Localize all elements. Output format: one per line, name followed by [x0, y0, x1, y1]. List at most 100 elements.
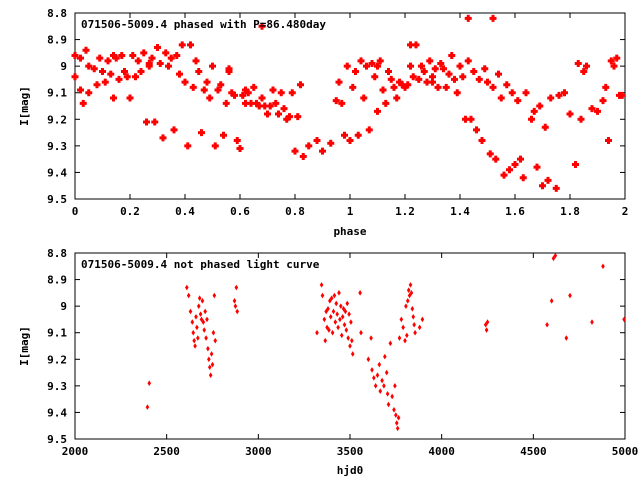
phased-data-point — [577, 115, 585, 123]
unphased-data-point — [198, 311, 203, 317]
phased-data-point — [495, 70, 502, 78]
phased-data-point — [275, 110, 282, 118]
unphased-data-point — [388, 340, 393, 347]
unphased-data-point — [417, 324, 422, 331]
phased-data-point — [492, 155, 500, 163]
phased-data-point — [110, 52, 117, 60]
unphased-data-point — [420, 316, 425, 323]
phased-data-point — [222, 99, 230, 107]
unphased-data-point — [484, 327, 489, 333]
unphased-data-point — [210, 361, 215, 368]
unphased-data-point — [392, 406, 396, 413]
unphased-data-point — [410, 306, 415, 312]
phased-data-point — [148, 54, 156, 62]
phased-data-point — [129, 52, 137, 60]
unphased-data-point — [373, 383, 378, 389]
phased-data-point — [445, 70, 453, 78]
phased-data-point — [607, 57, 615, 65]
unphased-data-point — [212, 292, 217, 299]
phased-data-point — [354, 131, 362, 139]
phased-data-point — [327, 139, 335, 147]
unphased-data-point — [370, 367, 374, 373]
unphased-data-point — [192, 337, 196, 344]
phased-data-point — [431, 65, 439, 73]
unphased-data-point — [328, 298, 332, 304]
unphased-y-tick-label: 9 — [60, 300, 67, 313]
phased-data-point — [420, 67, 428, 75]
phased-data-point — [198, 129, 205, 137]
unphased-data-point — [380, 377, 384, 384]
phased-data-point — [269, 86, 277, 94]
unphased-data-point — [233, 303, 238, 309]
phased-data-point — [376, 57, 384, 65]
phased-data-point — [555, 91, 563, 99]
phased-data-point — [533, 163, 541, 171]
phased-data-point — [552, 184, 560, 192]
phased-data-point — [239, 91, 247, 99]
unphased-y-tick-label: 9.5 — [47, 433, 67, 446]
unphased-data-point — [485, 319, 490, 325]
phased-x-tick-label: 1.2 — [395, 205, 415, 218]
unphased-data-point — [203, 308, 207, 315]
unphased-data-point — [369, 335, 373, 341]
unphased-data-point — [590, 319, 594, 325]
unphased-x-tick-label: 4000 — [428, 445, 455, 458]
phased-y-tick-label: 8.8 — [47, 7, 67, 20]
phased-data-point — [231, 91, 238, 99]
phased-data-point — [462, 115, 469, 123]
phased-data-point — [530, 107, 538, 115]
unphased-data-point — [194, 313, 198, 320]
unphased-data-point — [622, 316, 626, 323]
unphased-data-point — [334, 300, 339, 307]
unphased-data-point — [408, 282, 413, 288]
phased-data-point — [536, 102, 544, 110]
phased-x-tick-label: 0.4 — [175, 205, 195, 218]
phased-data-point — [101, 78, 109, 86]
phased-data-point — [154, 44, 161, 52]
phased-data-point — [151, 118, 159, 126]
phased-data-point — [132, 73, 139, 81]
unphased-data-point — [207, 356, 211, 363]
phased-data-point — [464, 14, 472, 22]
unphased-data-point — [191, 329, 196, 336]
unphased-data-point — [213, 337, 218, 344]
phased-data-point — [134, 57, 142, 65]
phased-data-point — [528, 115, 535, 123]
unphased-x-tick-label: 5000 — [612, 445, 639, 458]
phased-data-point — [605, 137, 612, 145]
phased-data-point — [613, 54, 621, 62]
unphased-data-point — [147, 380, 152, 386]
phased-data-point — [99, 67, 106, 75]
phased-data-point — [313, 137, 321, 145]
phased-data-point — [618, 91, 626, 99]
phased-data-point — [453, 89, 461, 97]
unphased-data-point — [483, 321, 488, 328]
phased-data-point — [363, 62, 370, 70]
phased-y-tick-label: 9 — [60, 60, 67, 73]
unphased-data-point — [327, 327, 331, 333]
phased-y-tick-label: 9.1 — [47, 87, 67, 100]
phased-data-point — [360, 94, 368, 102]
unphased-y-tick-label: 9.3 — [47, 380, 67, 393]
phased-data-point — [459, 73, 467, 81]
phased-data-point — [478, 137, 486, 145]
unphased-data-point — [378, 388, 383, 394]
unphased-data-point — [358, 290, 362, 296]
phased-data-point — [244, 89, 252, 97]
unphased-x-tick-label: 3000 — [245, 445, 272, 458]
phased-data-point — [506, 166, 513, 174]
unphased-data-point — [325, 324, 329, 331]
phased-data-point — [123, 73, 131, 81]
unphased-data-point — [337, 290, 341, 296]
phased-data-point — [473, 126, 480, 134]
phased-data-point — [588, 105, 596, 113]
unphased-data-point — [205, 316, 209, 323]
phased-data-point — [209, 62, 216, 70]
unphased-data-point — [333, 319, 338, 325]
unphased-data-point — [185, 284, 189, 291]
unphased-data-point — [553, 252, 558, 259]
phased-chart-title: 071506-5009.4 phased with P=86.480day — [81, 18, 326, 31]
phased-data-point — [104, 57, 112, 65]
phased-data-point — [217, 81, 225, 89]
unphased-data-point — [190, 319, 195, 325]
